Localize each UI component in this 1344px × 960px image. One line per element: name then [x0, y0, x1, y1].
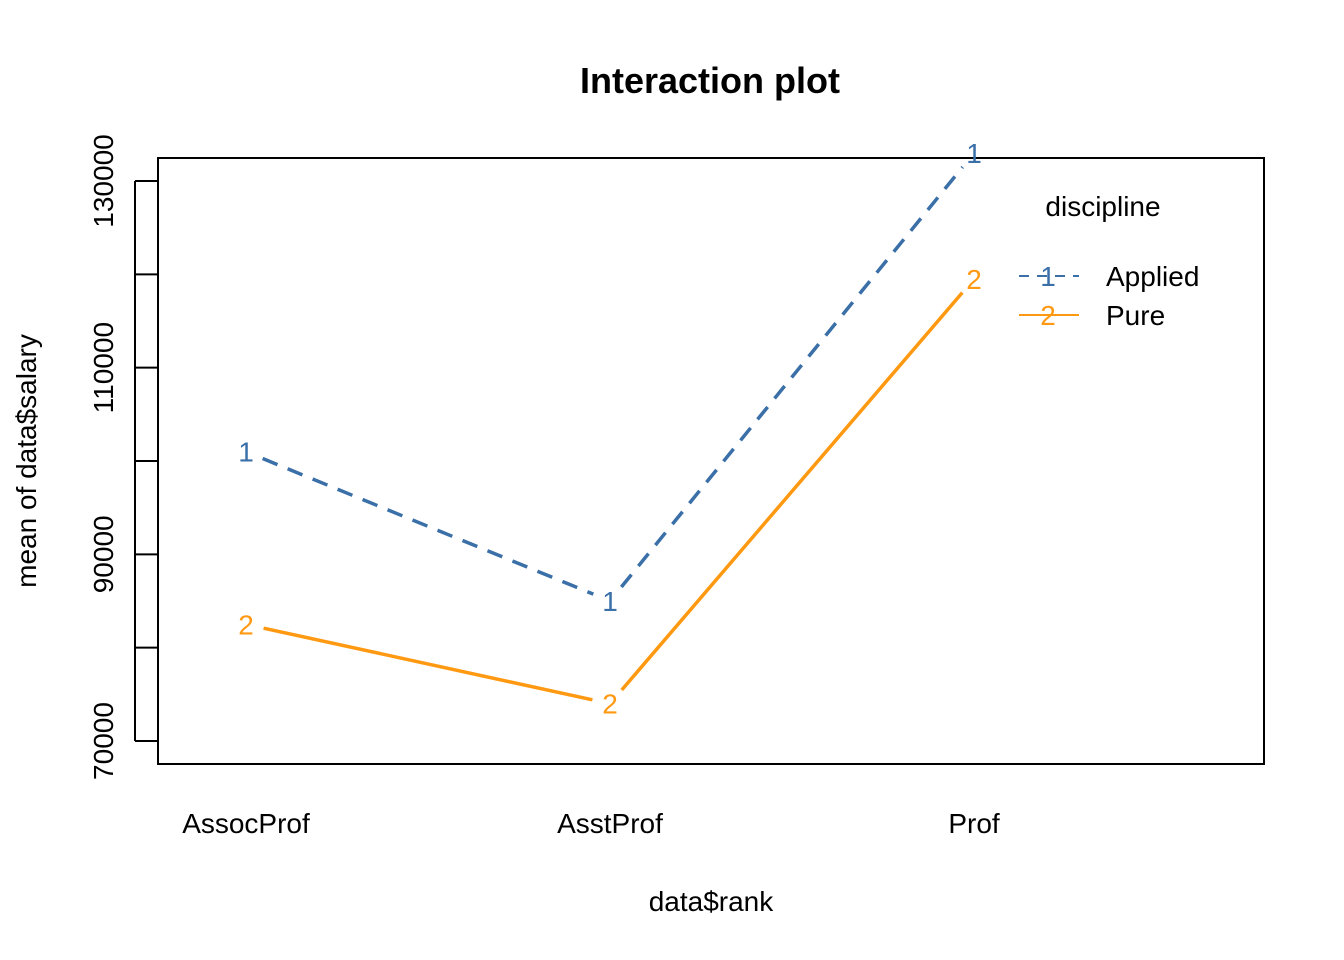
series-layer — [261, 165, 965, 702]
legend: discipline 1 Applied 2 Pure — [1019, 191, 1199, 331]
legend-symbol: 2 — [1040, 300, 1056, 331]
data-point-pure: 2 — [966, 264, 982, 295]
data-point-applied: 1 — [966, 138, 982, 169]
x-tick-label: AsstProf — [557, 808, 663, 839]
series-line-applied — [619, 165, 965, 589]
legend-title: discipline — [1045, 191, 1160, 222]
y-tick-label: 90000 — [88, 515, 119, 593]
legend-item-applied: Applied — [1106, 261, 1199, 292]
legend-item-pure: Pure — [1106, 300, 1165, 331]
legend-symbol: 1 — [1040, 261, 1056, 292]
series-line-pure — [620, 291, 964, 692]
x-axis: AssocProf AsstProf Prof — [182, 808, 1000, 839]
x-axis-label: data$rank — [649, 886, 775, 917]
data-point-applied: 1 — [238, 437, 254, 468]
y-tick-label: 70000 — [88, 702, 119, 780]
y-axis: 70000 90000 110000 130000 — [88, 134, 158, 780]
data-point-applied: 1 — [602, 586, 618, 617]
y-axis-label: mean of data$salary — [11, 334, 42, 588]
plot-frame — [157, 157, 1265, 765]
series-line-applied — [261, 456, 595, 596]
y-tick-label: 110000 — [88, 322, 119, 413]
points-layer: 1 1 1 2 2 2 — [238, 138, 982, 720]
x-tick-label: AssocProf — [182, 808, 310, 839]
chart-title: Interaction plot — [580, 60, 840, 101]
data-point-pure: 2 — [238, 609, 254, 640]
x-tick-label: Prof — [948, 808, 1000, 839]
y-tick-label: 130000 — [88, 134, 119, 227]
series-line-pure — [263, 626, 593, 702]
data-point-pure: 2 — [602, 689, 618, 720]
